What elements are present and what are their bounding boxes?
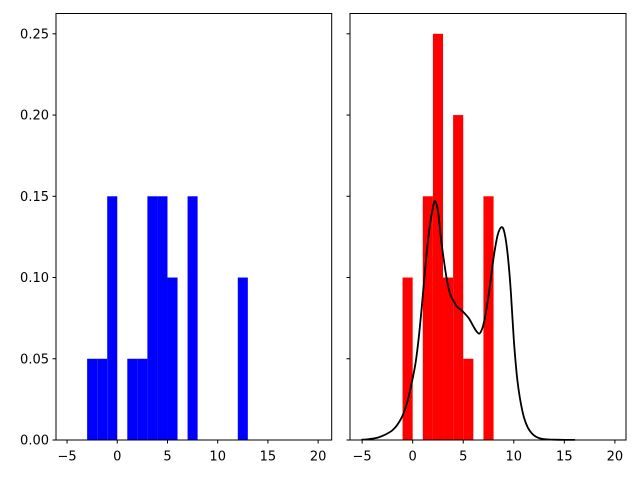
histogram-bar <box>432 33 444 441</box>
axes-frame <box>349 13 627 441</box>
x-tick-label: 5 <box>163 450 171 465</box>
x-tick-label: 15 <box>260 450 277 465</box>
histogram-bar <box>422 196 433 440</box>
histogram-bar <box>137 358 148 440</box>
x-tick-label: 20 <box>607 450 624 465</box>
x-tick-label: 15 <box>556 450 573 465</box>
histogram-bar <box>167 277 178 440</box>
y-tick-label: 0.25 <box>20 27 49 42</box>
x-tick-label: 5 <box>459 450 467 465</box>
histogram-bar <box>127 358 138 440</box>
axes-frame <box>55 13 333 441</box>
histogram-bar <box>107 196 118 440</box>
x-tick-label: −5 <box>57 450 76 465</box>
x-tick-label: 10 <box>209 450 226 465</box>
x-tick-label: 10 <box>506 450 523 465</box>
y-tick-label: 0.15 <box>20 190 49 205</box>
y-tick-label: 0.20 <box>20 109 49 124</box>
histogram-bar <box>87 358 98 440</box>
histogram-bar <box>187 196 198 440</box>
x-tick-label: 0 <box>409 450 417 465</box>
histogram-bar <box>453 115 464 441</box>
histogram-bar <box>147 196 158 440</box>
y-tick-label: 0.10 <box>20 271 49 286</box>
histogram-bar <box>157 196 168 440</box>
x-tick-label: 0 <box>113 450 121 465</box>
histogram-bar <box>237 277 248 440</box>
axes-left: −5 0 5 10 15 20 0.00 0.05 0.10 0.15 0.20 0.25 <box>20 13 333 465</box>
x-tick-label: −5 <box>353 450 372 465</box>
histogram-bar <box>443 277 454 440</box>
histogram-bar <box>463 358 474 440</box>
histogram-bar <box>402 277 413 440</box>
histogram-bar <box>97 358 108 440</box>
axes-right: −5 0 5 10 15 20 <box>346 13 627 465</box>
x-tick-label: 20 <box>310 450 327 465</box>
y-tick-label: 0.05 <box>20 352 49 367</box>
kde-curve <box>361 200 576 441</box>
histogram-bar <box>483 196 494 440</box>
y-tick-label: 0.00 <box>20 434 49 449</box>
